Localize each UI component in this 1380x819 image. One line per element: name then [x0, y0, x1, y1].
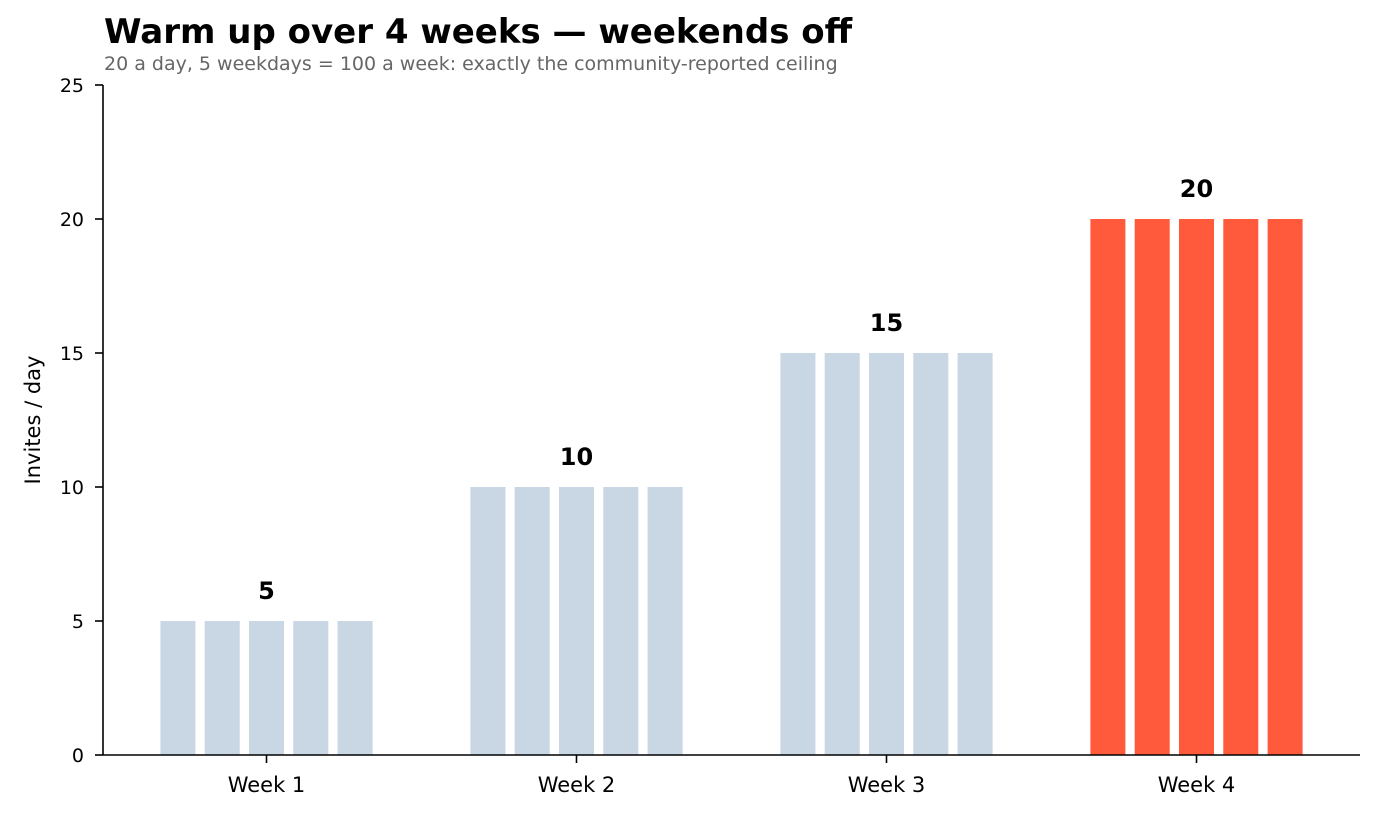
bar — [514, 487, 550, 755]
bar-value-label: 10 — [560, 443, 593, 471]
bar — [647, 487, 683, 755]
y-tick-label: 20 — [60, 209, 84, 231]
bar-value-label: 15 — [870, 309, 903, 337]
bar — [1090, 219, 1126, 755]
bar — [470, 487, 506, 755]
bar — [869, 353, 904, 755]
bar — [1134, 219, 1170, 755]
y-tick-label: 10 — [60, 477, 84, 499]
y-axis-label: Invites / day — [21, 356, 45, 485]
x-tick-label: Week 3 — [848, 773, 926, 797]
y-tick-label: 0 — [72, 745, 84, 767]
bars-layer: 5 10 15 20 — [160, 175, 1303, 755]
bar — [293, 621, 329, 755]
ticks-layer: 0 5 10 15 20 25 Week 1 Week 2 Week 3 Week 4 — [60, 75, 1235, 797]
x-tick-label: Week 4 — [1158, 773, 1236, 797]
y-tick-label: 15 — [60, 343, 84, 365]
bar — [780, 353, 816, 755]
chart-subtitle: 20 a day, 5 weekdays = 100 a week: exact… — [104, 53, 838, 75]
bar — [249, 621, 284, 755]
bar — [204, 621, 240, 755]
bar — [559, 487, 594, 755]
y-tick-label: 25 — [60, 75, 84, 97]
bar — [1267, 219, 1303, 755]
bar-value-label: 20 — [1180, 175, 1213, 203]
bar — [337, 621, 373, 755]
chart-title: Warm up over 4 weeks — weekends off — [104, 12, 853, 52]
bar — [603, 487, 639, 755]
y-tick-label: 5 — [72, 611, 84, 633]
x-tick-label: Week 2 — [538, 773, 616, 797]
bar — [1179, 219, 1214, 755]
bar — [1223, 219, 1259, 755]
bar-value-label: 5 — [258, 577, 275, 605]
bar — [913, 353, 949, 755]
bar — [160, 621, 196, 755]
x-tick-label: Week 1 — [228, 773, 306, 797]
bar — [824, 353, 860, 755]
bar — [957, 353, 993, 755]
